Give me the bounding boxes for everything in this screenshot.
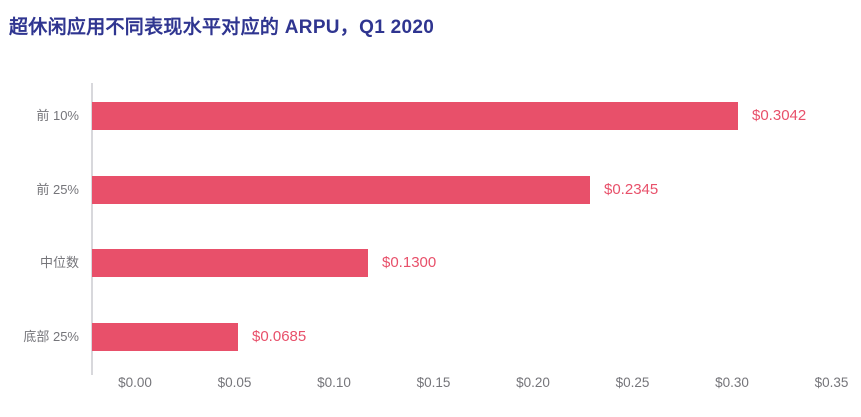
- x-tick-label: $0.30: [715, 375, 749, 390]
- category-label: 前 10%: [36, 108, 79, 123]
- value-label: $0.2345: [604, 180, 659, 198]
- x-tick-label: $0.35: [814, 375, 849, 390]
- bar: [92, 102, 738, 130]
- value-label: $0.1300: [382, 254, 437, 272]
- value-label: $0.0685: [252, 328, 307, 346]
- y-axis-line: [91, 83, 93, 375]
- bar: [92, 175, 590, 204]
- x-tick-label: $0.20: [516, 375, 550, 390]
- x-tick-label: $0.00: [118, 375, 152, 390]
- category-label: 前 25%: [36, 181, 79, 197]
- category-label: 中位数: [39, 255, 79, 271]
- chart-title: 超休闲应用不同表现水平对应的 ARPU，Q1 2020: [9, 17, 435, 38]
- bar: [92, 323, 238, 352]
- bar: [92, 249, 368, 278]
- x-tick-label: $0.15: [416, 375, 451, 390]
- x-tick-label: $0.05: [217, 375, 252, 390]
- x-tick-label: $0.10: [317, 375, 351, 390]
- x-tick-label: $0.25: [615, 375, 650, 390]
- category-label: 底部 25%: [23, 329, 79, 345]
- value-label: $0.3042: [752, 107, 807, 124]
